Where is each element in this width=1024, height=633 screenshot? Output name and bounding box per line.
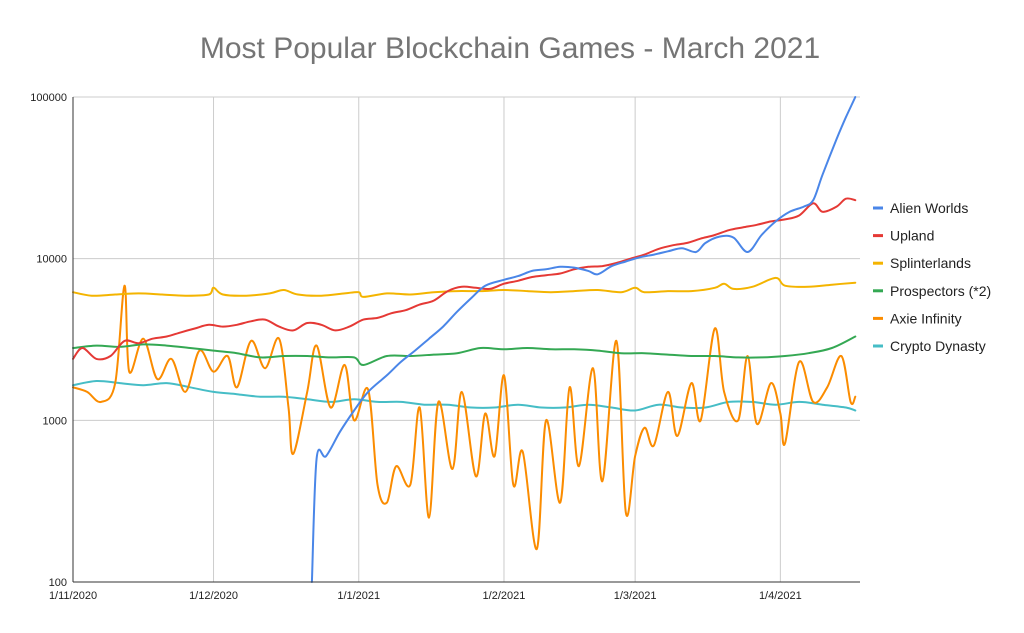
series-line-axie-infinity [72,284,857,551]
plot-area [72,96,857,583]
y-tick-label: 10000 [36,254,67,266]
chart-title: Most Popular Blockchain Games - March 20… [200,32,820,65]
legend-label-crypto-dynasty: Crypto Dynasty [890,338,986,354]
legend-label-upland: Upland [890,228,934,244]
x-tick-label: 1/1/2021 [337,590,380,602]
y-tick-label: 100000 [30,92,67,104]
axes: 100 1000 10000 100000 1/11/2020 1/12/2020 1/1/… [30,92,860,602]
series-line-prospectors-2 [72,335,857,366]
series-line-splinterlands [72,276,857,298]
legend-label-axie-infinity: Axie Infinity [890,310,962,326]
x-tick-label: 1/4/2021 [759,590,802,602]
legend: Alien Worlds Upland Splinterlands Prospecto… [873,200,991,354]
legend-label-alien-worlds: Alien Worlds [890,200,968,216]
x-tick-label: 1/3/2021 [614,590,657,602]
series-line-alien-worlds [310,96,857,583]
series-line-upland [72,197,857,361]
y-tick-label: 100 [49,577,67,589]
series-line-crypto-dynasty [72,379,857,412]
x-tick-label: 1/11/2020 [49,590,97,602]
x-tick-label: 1/12/2020 [189,590,238,602]
grid [73,96,860,582]
x-tick-label: 1/2/2021 [483,590,526,602]
legend-label-splinterlands: Splinterlands [890,255,971,271]
y-tick-label: 1000 [43,415,67,427]
legend-label-prospectors-2: Prospectors (*2) [890,283,991,299]
